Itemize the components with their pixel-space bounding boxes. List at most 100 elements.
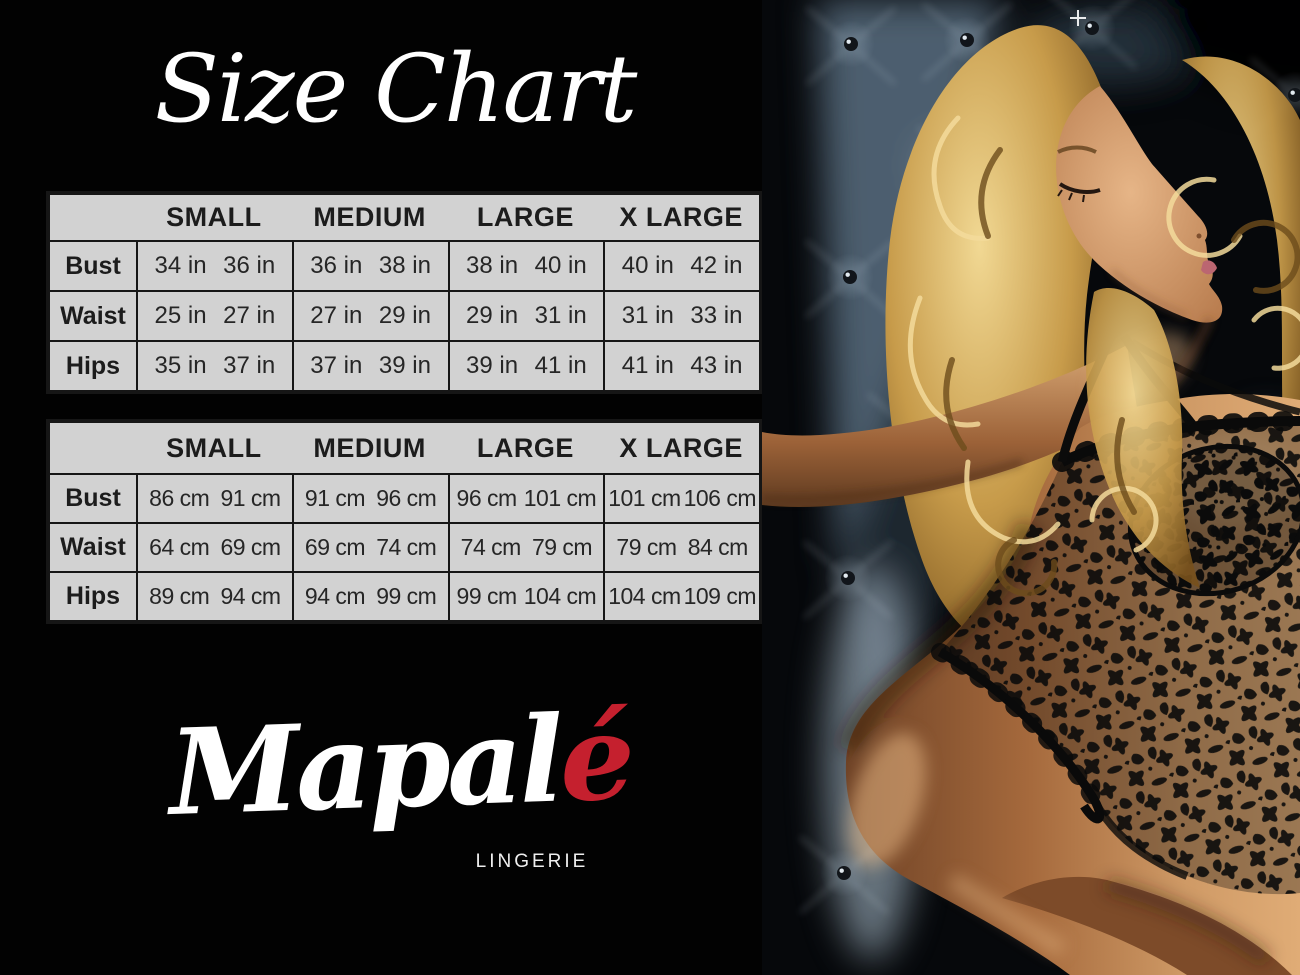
- size-value: 38 in: [378, 252, 431, 279]
- size-value: 84 cm: [687, 534, 749, 560]
- corner-cell: [50, 423, 136, 473]
- model-hair-front: [1086, 288, 1200, 588]
- size-cell: 64 cm 69 cm: [136, 524, 292, 571]
- size-column-header-xlarge: X LARGE: [619, 432, 743, 463]
- size-cell: 29 in 31 in: [447, 292, 604, 340]
- measurement-row-label: Waist: [60, 301, 126, 330]
- size-value: 43 in: [690, 352, 743, 379]
- size-cell: 37 in 39 in: [291, 342, 448, 390]
- size-value: 104 cm: [608, 583, 681, 609]
- size-value: 91 cm: [220, 485, 281, 511]
- size-cell: 41 in 43 in: [603, 342, 759, 390]
- table-row-hips: Hips 35 in 37 in 37 in 39 in 39 in 41 in…: [50, 340, 759, 390]
- size-value: 39 in: [466, 352, 519, 379]
- size-value: 86 cm: [149, 485, 210, 511]
- measurement-row-label: Bust: [65, 484, 121, 512]
- size-value: 42 in: [690, 252, 743, 279]
- hair-glint: [1070, 10, 1086, 26]
- size-value: 27 in: [223, 302, 276, 329]
- size-cell: 74 cm 79 cm: [447, 524, 604, 571]
- size-value: 94 cm: [304, 583, 366, 609]
- size-value: 106 cm: [683, 485, 757, 511]
- hair-curls: [907, 115, 1300, 597]
- brand-tagline: LINGERIE: [475, 851, 589, 872]
- size-cell: 38 in 40 in: [447, 242, 604, 290]
- size-table-header-row: SMALL MEDIUM LARGE X LARGE: [50, 195, 759, 240]
- size-cell: 91 cm 96 cm: [291, 475, 448, 522]
- eyelashes: [1057, 189, 1085, 203]
- size-cell: 94 cm 99 cm: [291, 573, 448, 620]
- lips: [1201, 260, 1217, 275]
- size-column-header-large: LARGE: [476, 202, 574, 232]
- size-value: 104 cm: [523, 583, 597, 609]
- size-value: 40 in: [621, 252, 674, 279]
- size-value: 69 cm: [304, 534, 366, 560]
- eyebrow: [1057, 145, 1097, 154]
- size-cell: 104 cm 109 cm: [603, 573, 759, 620]
- size-table-inches: SMALL MEDIUM LARGE X LARGE Bust 34 in 36…: [46, 191, 763, 394]
- size-value: 25 in: [154, 302, 207, 329]
- size-column-header-small: SMALL: [166, 202, 262, 232]
- size-value: 96 cm: [376, 485, 437, 511]
- size-column-header-medium: MEDIUM: [313, 202, 426, 232]
- size-cell: 34 in 36 in: [136, 242, 292, 290]
- size-value: 101 cm: [608, 485, 681, 511]
- size-column-header-xlarge: X LARGE: [619, 202, 743, 232]
- measurement-row-label: Hips: [65, 582, 121, 610]
- size-value: 96 cm: [456, 485, 518, 511]
- size-table-cm: SMALL MEDIUM LARGE X LARGE Bust 86 cm 91…: [46, 419, 763, 624]
- measurement-row-label: Waist: [60, 533, 126, 561]
- brand-name-accent: é: [557, 686, 634, 829]
- size-value: 36 in: [223, 252, 276, 279]
- size-cell: 40 in 42 in: [603, 242, 759, 290]
- size-cell: 36 in 38 in: [291, 242, 448, 290]
- size-value: 31 in: [534, 302, 587, 329]
- size-cell: 96 cm 101 cm: [447, 475, 604, 522]
- corner-cell: [50, 195, 136, 240]
- size-value: 94 cm: [220, 583, 281, 609]
- table-row-bust: Bust 86 cm 91 cm 91 cm 96 cm 96 cm 101 c…: [50, 473, 759, 522]
- brand-name-main: Mapal: [166, 689, 563, 843]
- size-value: 27 in: [310, 302, 363, 329]
- size-value: 69 cm: [220, 534, 281, 560]
- table-row-waist: Waist 64 cm 69 cm 69 cm 74 cm 74 cm 79 c…: [50, 522, 759, 571]
- nostril: [1196, 233, 1202, 239]
- closed-eye: [1058, 182, 1101, 194]
- size-value: 36 in: [310, 252, 363, 279]
- size-cell: 101 cm 106 cm: [603, 475, 759, 522]
- page-title: Size Chart: [154, 35, 638, 144]
- size-value: 99 cm: [376, 583, 437, 609]
- size-table-header-row: SMALL MEDIUM LARGE X LARGE: [50, 423, 759, 473]
- model-photo-illustration: [762, 0, 1300, 975]
- size-value: 79 cm: [616, 534, 677, 560]
- size-value: 35 in: [154, 352, 207, 379]
- size-value: 91 cm: [304, 485, 366, 511]
- size-value: 109 cm: [683, 583, 757, 609]
- size-value: 41 in: [534, 352, 587, 379]
- size-value: 31 in: [621, 302, 674, 329]
- size-value: 33 in: [690, 302, 743, 329]
- size-cell: 89 cm 94 cm: [136, 573, 292, 620]
- size-cell: 69 cm 74 cm: [291, 524, 448, 571]
- size-column-header-medium: MEDIUM: [313, 432, 426, 463]
- size-cell: 99 cm 104 cm: [447, 573, 604, 620]
- size-value: 79 cm: [531, 534, 593, 560]
- measurement-row-label: Hips: [65, 351, 121, 380]
- table-row-hips: Hips 89 cm 94 cm 94 cm 99 cm 99 cm 104 c…: [50, 571, 759, 620]
- size-cell: 86 cm 91 cm: [136, 475, 292, 522]
- size-value: 101 cm: [523, 485, 597, 511]
- table-row-waist: Waist 25 in 27 in 27 in 29 in 29 in 31 i…: [50, 290, 759, 340]
- size-column-header-small: SMALL: [166, 432, 262, 463]
- size-cell: 31 in 33 in: [603, 292, 759, 340]
- size-value: 41 in: [621, 352, 674, 379]
- table-row-bust: Bust 34 in 36 in 36 in 38 in 38 in 40 in…: [50, 240, 759, 290]
- size-value: 37 in: [223, 352, 276, 379]
- size-value: 39 in: [378, 352, 431, 379]
- size-value: 29 in: [466, 302, 519, 329]
- model-legs: [1002, 876, 1292, 975]
- model-hair-side: [1182, 56, 1300, 601]
- size-value: 29 in: [378, 302, 431, 329]
- size-value: 74 cm: [376, 534, 437, 560]
- size-value: 99 cm: [456, 583, 518, 609]
